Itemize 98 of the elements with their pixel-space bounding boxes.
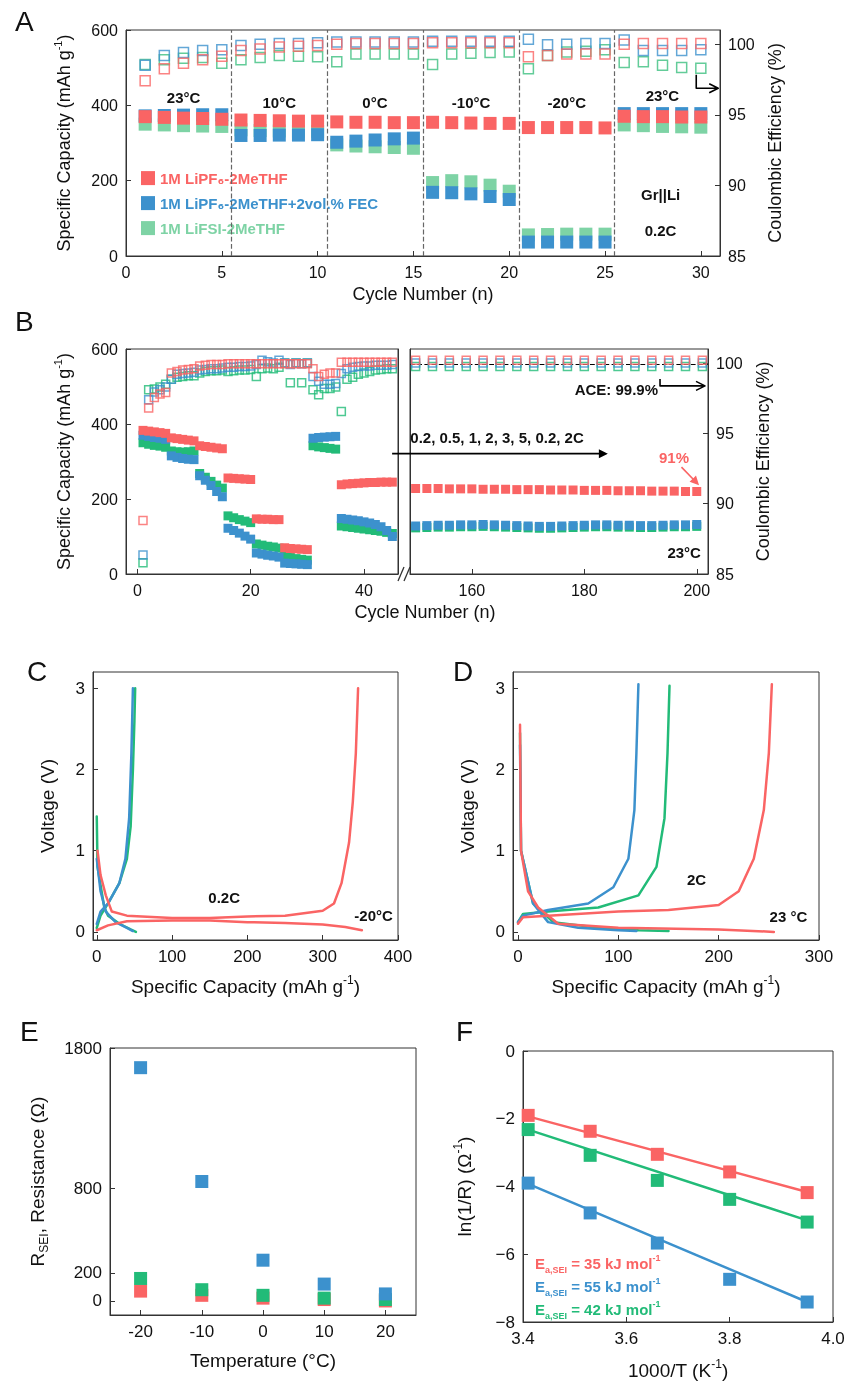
- annotation: Gr||Li: [640, 186, 681, 204]
- y-tick-label: 400: [91, 96, 119, 114]
- y2-axis-title: Coulombic Efficiency (%): [753, 361, 773, 562]
- x-tick-label: 20: [241, 581, 260, 599]
- y2-tick-label: 95: [716, 424, 734, 442]
- y2-tick-label: 85: [728, 247, 746, 265]
- chart-title: C: [27, 655, 48, 687]
- y-tick-label: 0: [109, 247, 119, 265]
- legend-label: 1M LiPF₆-2MeTHF+2vol.% FEC: [160, 194, 379, 212]
- y-tick-label: 0: [92, 1291, 102, 1311]
- y-tick-label: 600: [91, 21, 119, 39]
- x-tick-label: 40: [355, 581, 373, 599]
- x-tick-label: 0: [121, 263, 131, 281]
- x-tick-label: 5: [217, 263, 227, 281]
- y-axis-title: Voltage (V): [457, 759, 478, 853]
- y-tick-label: 800: [73, 1179, 102, 1199]
- y-tick-label: 600: [91, 340, 119, 358]
- x-tick-label: -20: [128, 1322, 153, 1341]
- y-tick-label: 200: [73, 1263, 102, 1283]
- annotation: 23 °C: [769, 908, 808, 926]
- annotation: -10°C: [451, 94, 491, 112]
- x-tick-label: 100: [157, 947, 187, 966]
- x-tick-label: 0: [132, 581, 142, 599]
- annotation: -20°C: [354, 906, 394, 924]
- annotation: 23°C: [645, 87, 680, 105]
- y-axis-title: Specific Capacity (mAh g-1): [51, 34, 74, 252]
- annotation: 2C: [687, 871, 707, 889]
- y-tick-label: 3: [75, 678, 85, 698]
- y-tick-label: −8: [495, 1312, 515, 1332]
- x-tick-label: 3.6: [614, 1329, 639, 1348]
- x-tick-label: 10: [308, 263, 327, 281]
- y-tick-label: 1800: [64, 1038, 102, 1058]
- x-tick-label: 300: [308, 947, 337, 966]
- y2-tick-label: 90: [728, 176, 746, 194]
- y-tick-label: 400: [91, 415, 119, 433]
- annotation: 10°C: [262, 94, 297, 112]
- x-tick-label: 200: [233, 947, 262, 966]
- x-tick-label: 3.8: [717, 1329, 742, 1348]
- y-axis-title: RSEI, Resistance (Ω): [27, 1096, 51, 1267]
- x-tick-label: 400: [383, 947, 413, 966]
- x-axis-title: Temperature (°C): [190, 1350, 336, 1371]
- annotation: 23°C: [667, 544, 702, 562]
- y2-tick-label: 100: [716, 354, 743, 372]
- legend-label: 1M LiFSI-2MeTHF: [160, 219, 286, 237]
- x-tick-label: 20: [375, 1322, 395, 1341]
- x-tick-label: 180: [570, 581, 598, 599]
- legend-label: ACE: 99.9%: [574, 381, 658, 399]
- x-axis-title: Cycle Number (n): [354, 601, 496, 622]
- chart-title: D: [453, 655, 474, 687]
- x-tick-label: 200: [683, 581, 711, 599]
- y2-tick-label: 90: [716, 495, 734, 513]
- x-tick-label: 20: [500, 263, 519, 281]
- chart-title: A: [15, 5, 34, 37]
- y2-tick-label: 95: [728, 106, 746, 124]
- y-tick-label: 0: [75, 922, 85, 942]
- y-axis-title: ln(1/R) (Ω-1): [451, 1136, 475, 1237]
- y2-axis-title: Coulombic Efficiency (%): [765, 43, 785, 243]
- y-tick-label: 1: [495, 841, 505, 861]
- x-tick-label: 15: [404, 263, 423, 281]
- y-tick-label: 0: [495, 922, 505, 942]
- x-tick-label: 300: [804, 947, 834, 966]
- y-tick-label: 200: [91, 172, 119, 190]
- y-tick-label: 0: [505, 1041, 515, 1061]
- x-tick-label: 3.4: [511, 1329, 535, 1348]
- x-tick-label: 160: [458, 581, 486, 599]
- y-tick-label: 2: [75, 759, 85, 779]
- y-axis-title: Specific Capacity (mAh g-1): [51, 353, 74, 570]
- chart-title: F: [456, 1015, 474, 1047]
- y-tick-label: 1: [75, 841, 85, 861]
- x-tick-label: 0: [258, 1322, 268, 1341]
- y2-tick-label: 100: [728, 35, 755, 53]
- annotation: -20°C: [547, 94, 587, 112]
- annotation: 23°C: [166, 88, 201, 106]
- x-tick-label: 100: [604, 947, 633, 966]
- y-tick-label: 2: [495, 759, 505, 779]
- y-tick-label: 200: [91, 490, 119, 508]
- legend-label: 1M LiPF₆-2MeTHF: [160, 169, 288, 187]
- chart-title: E: [20, 1015, 39, 1047]
- y-axis-title: Voltage (V): [37, 759, 58, 853]
- x-tick-label: 10: [314, 1322, 334, 1341]
- y-tick-label: −6: [495, 1244, 515, 1264]
- x-tick-label: -10: [189, 1322, 215, 1341]
- annotation: 0.2, 0.5, 1, 2, 3, 5, 0.2, 2C: [410, 429, 584, 447]
- annotation: 91%: [659, 448, 690, 466]
- y-tick-label: −4: [495, 1177, 515, 1196]
- y-tick-label: 0: [109, 565, 119, 583]
- annotation: 0.2C: [644, 221, 677, 239]
- chart-title: B: [15, 305, 34, 337]
- y2-tick-label: 85: [716, 565, 734, 583]
- x-tick-label: 200: [704, 947, 733, 966]
- y-tick-label: −2: [495, 1109, 515, 1129]
- x-tick-label: 4.0: [821, 1329, 845, 1348]
- y-tick-label: 3: [495, 678, 505, 698]
- x-tick-label: 30: [691, 263, 710, 281]
- x-axis-title: Cycle Number (n): [352, 283, 494, 304]
- annotation: 0°C: [362, 94, 388, 112]
- x-tick-label: 25: [596, 263, 615, 281]
- annotation: 0.2C: [208, 888, 241, 906]
